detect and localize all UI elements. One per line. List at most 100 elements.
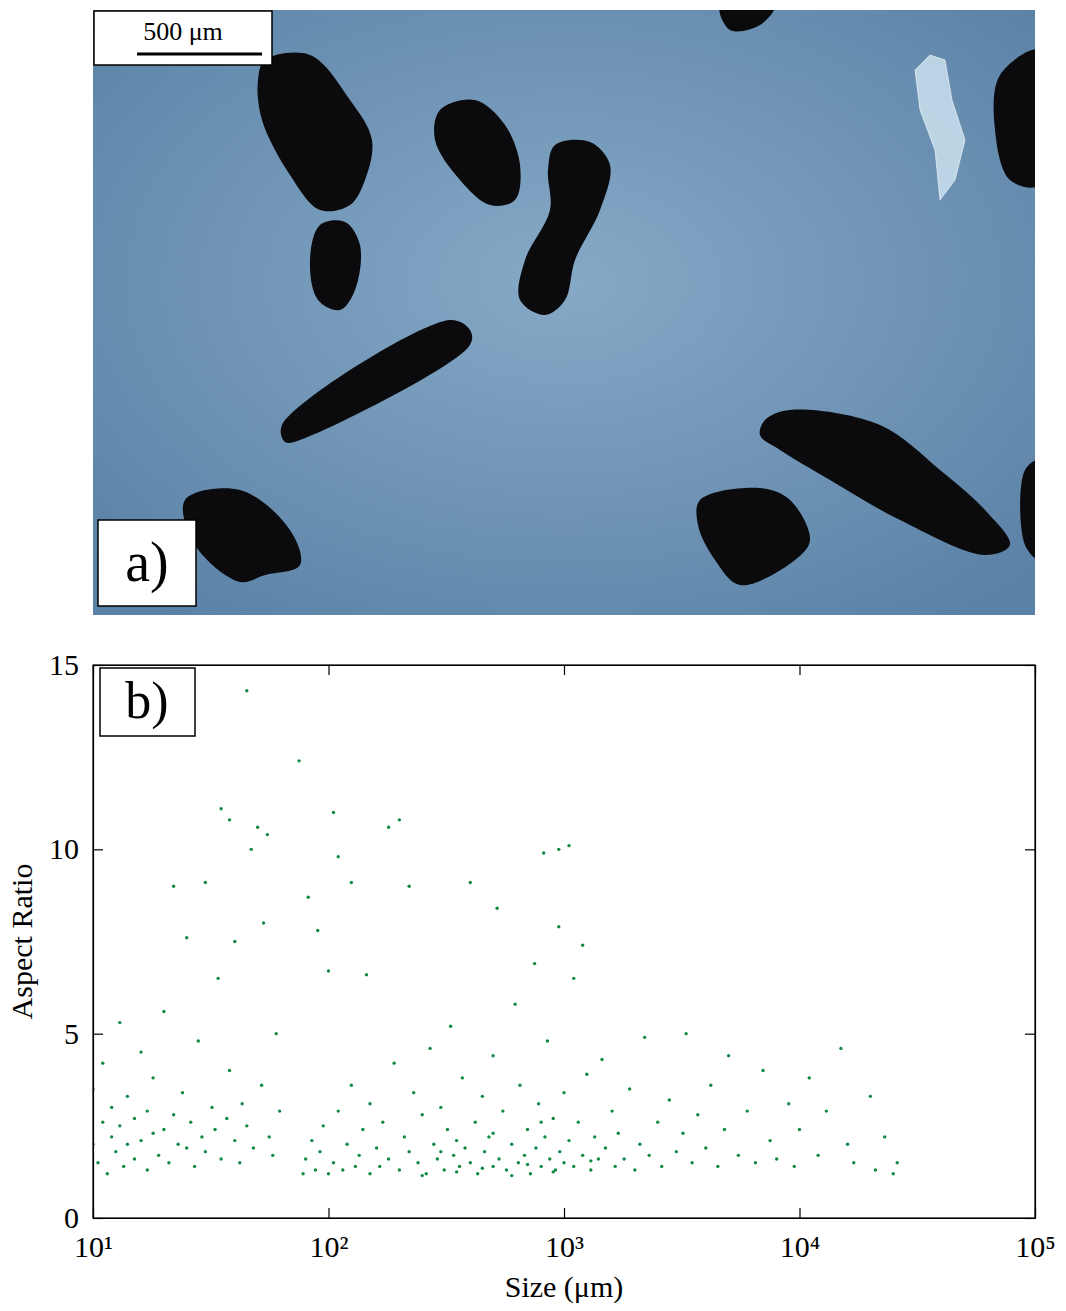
- point: [146, 1109, 149, 1112]
- point: [808, 1076, 811, 1079]
- tick-mark: [93, 1034, 103, 1035]
- point: [737, 1154, 740, 1157]
- point: [681, 1132, 684, 1135]
- point: [421, 1113, 424, 1116]
- point: [193, 1165, 196, 1168]
- point: [439, 1150, 442, 1153]
- point: [266, 833, 269, 836]
- point: [727, 1054, 730, 1057]
- tick: 10²: [310, 1208, 349, 1263]
- point: [106, 1172, 109, 1175]
- point: [275, 1032, 278, 1035]
- point: [307, 896, 310, 899]
- point: [537, 1102, 540, 1105]
- point: [350, 881, 353, 884]
- point: [449, 1025, 452, 1028]
- point: [172, 885, 175, 888]
- particle: [760, 410, 1011, 555]
- point: [589, 1168, 592, 1171]
- point: [852, 1161, 855, 1164]
- point: [647, 1154, 650, 1157]
- point: [614, 1165, 617, 1168]
- point: [407, 885, 410, 888]
- point: [585, 1073, 588, 1076]
- point: [176, 1143, 179, 1146]
- point: [133, 1157, 136, 1160]
- photo-background: [93, 10, 1035, 615]
- point: [378, 1165, 381, 1168]
- point: [185, 936, 188, 939]
- point: [172, 1113, 175, 1116]
- point: [491, 1165, 494, 1168]
- point: [354, 1165, 357, 1168]
- point: [483, 1150, 486, 1153]
- point: [539, 1120, 542, 1123]
- point: [381, 1120, 384, 1123]
- point: [481, 1095, 484, 1098]
- point: [546, 1039, 549, 1042]
- point: [600, 1058, 603, 1061]
- tick-label: 10⁵: [1015, 1230, 1055, 1263]
- y-axis-title: Aspect Ratio: [5, 864, 38, 1020]
- x-axis-top: [94, 665, 1036, 675]
- point: [439, 1106, 442, 1109]
- point: [572, 977, 575, 980]
- point: [517, 1161, 520, 1164]
- point: [577, 1120, 580, 1123]
- point: [463, 1146, 466, 1149]
- point: [533, 962, 536, 965]
- point: [204, 881, 207, 884]
- point: [126, 1143, 129, 1146]
- point: [696, 1113, 699, 1116]
- scale-bar: [137, 53, 262, 56]
- tick-label: 10⁴: [780, 1230, 820, 1263]
- point: [548, 1157, 551, 1160]
- point: [157, 1154, 160, 1157]
- point: [552, 1117, 555, 1120]
- tick: 10⁴: [780, 1208, 820, 1263]
- y-axis-right: [1025, 666, 1036, 1219]
- panel-label-box: [100, 668, 195, 736]
- tick-label: 15: [49, 648, 79, 681]
- point: [110, 1135, 113, 1138]
- point: [458, 1165, 461, 1168]
- point: [210, 1106, 213, 1109]
- tick: 5: [64, 1017, 103, 1050]
- particle: [518, 140, 610, 315]
- point: [643, 1036, 646, 1039]
- tick-mark: [328, 1208, 329, 1218]
- tick: [564, 665, 565, 675]
- point: [350, 1084, 353, 1087]
- point: [572, 1165, 575, 1168]
- point: [297, 759, 300, 762]
- point: [228, 1069, 231, 1072]
- point: [219, 1157, 222, 1160]
- point: [96, 1161, 99, 1164]
- point: [562, 1091, 565, 1094]
- point: [593, 1135, 596, 1138]
- point: [216, 977, 219, 980]
- tick-mark: [1025, 1034, 1035, 1035]
- point: [754, 1161, 757, 1164]
- point: [539, 1165, 542, 1168]
- point: [337, 855, 340, 858]
- point: [874, 1168, 877, 1171]
- tick-label: 10³: [545, 1230, 584, 1263]
- point: [581, 943, 584, 946]
- point: [716, 1165, 719, 1168]
- point: [398, 1168, 401, 1171]
- point: [122, 1165, 125, 1168]
- point: [213, 1128, 216, 1131]
- scale-bar-label: 500 μm: [143, 17, 223, 46]
- point: [798, 1128, 801, 1131]
- point: [200, 1135, 203, 1138]
- tick-mark: [93, 849, 103, 850]
- point: [151, 1076, 154, 1079]
- points: [93, 689, 899, 1177]
- tick: [329, 665, 330, 675]
- point: [787, 1102, 790, 1105]
- tick-mark: [799, 665, 800, 675]
- point: [337, 1109, 340, 1112]
- point: [416, 1161, 419, 1164]
- tick-mark: [564, 1208, 565, 1218]
